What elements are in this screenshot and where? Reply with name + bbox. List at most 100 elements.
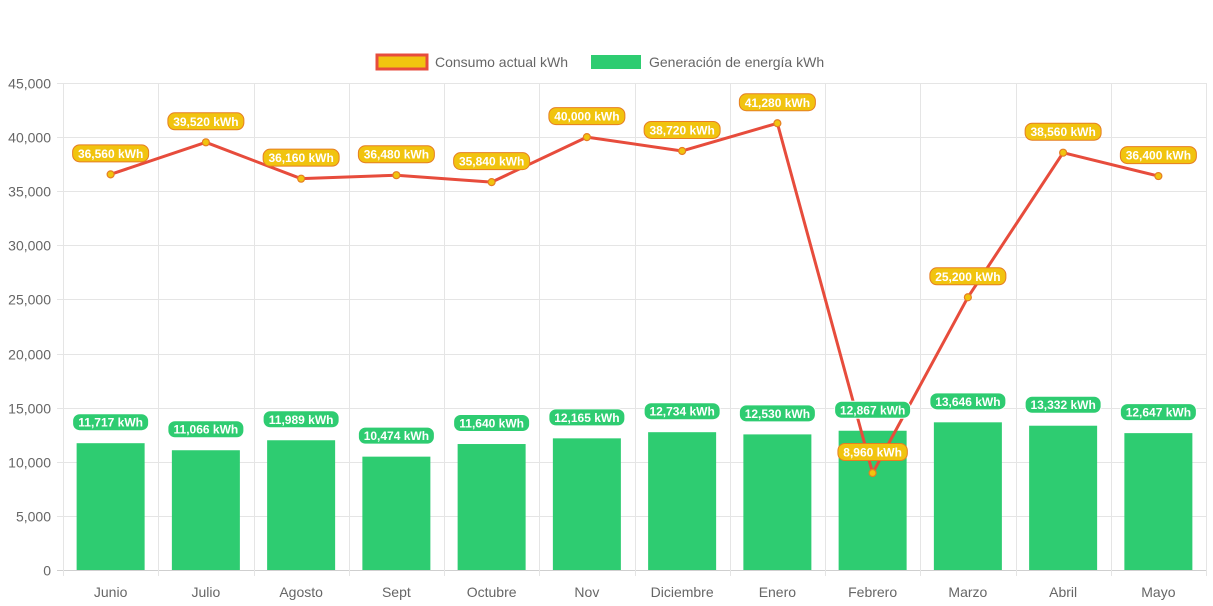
bar-data-label-pill — [357, 426, 435, 445]
bar-data-label-pill — [1024, 395, 1102, 414]
x-tick-label: Nov — [574, 584, 599, 600]
bar-data-label-group: 12,647 kWh — [1119, 403, 1197, 422]
bar-generacion — [171, 450, 240, 570]
bar-data-label: 12,165 kWh — [554, 411, 619, 425]
point-consumo — [106, 170, 115, 179]
line-data-label-pill — [72, 144, 150, 163]
bar-data-label-group: 11,066 kWh — [167, 420, 245, 439]
line-data-label-pill — [1119, 146, 1197, 165]
bar-data-label-pill — [453, 414, 531, 433]
bar-data-label: 12,530 kWh — [745, 407, 810, 421]
point-consumo — [297, 174, 306, 183]
line-data-label-pill — [453, 152, 531, 171]
bar-data-label-pill — [167, 420, 245, 439]
bar-generacion — [933, 422, 1002, 570]
bar-data-label: 11,640 kWh — [459, 417, 524, 431]
line-data-label-pill — [929, 267, 1007, 286]
line-data-label-group: 40,000 kWh — [548, 107, 626, 126]
bar-generacion — [552, 438, 621, 570]
line-data-label-pill — [1024, 122, 1102, 141]
bar-data-label-group: 12,530 kWh — [738, 404, 816, 423]
bar-generacion — [267, 440, 336, 570]
bar-generacion — [743, 434, 812, 570]
line-data-label: 36,560 kWh — [78, 147, 143, 161]
line-data-label-group: 35,840 kWh — [453, 152, 531, 171]
x-tick-label: Julio — [191, 584, 220, 600]
bar-generacion — [1029, 425, 1098, 570]
line-data-label-group: 38,720 kWh — [643, 120, 721, 139]
line-data-label-group: 8,960 kWh — [837, 443, 908, 462]
line-data-label-group: 38,560 kWh — [1024, 122, 1102, 141]
line-data-label-group: 25,200 kWh — [929, 267, 1007, 286]
y-tick-label: 0 — [43, 563, 51, 579]
line-data-label: 39,520 kWh — [173, 115, 238, 129]
x-tick-label: Octubre — [467, 584, 517, 600]
point-consumo — [1059, 148, 1068, 157]
y-tick-label: 40,000 — [8, 130, 51, 146]
line-data-label-pill — [643, 120, 721, 139]
bar-data-label-group: 12,867 kWh — [834, 400, 912, 419]
line-data-label-group: 36,560 kWh — [72, 144, 150, 163]
x-tick-label: Enero — [759, 584, 797, 600]
line-data-label-pill — [167, 112, 245, 131]
line-data-label-pill — [738, 93, 816, 112]
bar-generacion — [457, 444, 526, 570]
bar-data-label-group: 10,474 kWh — [357, 426, 435, 445]
line-data-label: 36,480 kWh — [364, 148, 429, 162]
line-data-label-group: 39,520 kWh — [167, 112, 245, 131]
y-tick-label: 10,000 — [8, 455, 51, 471]
line-data-label-pill — [262, 148, 340, 167]
x-tick-label: Diciembre — [651, 584, 714, 600]
line-data-label-group: 36,480 kWh — [357, 145, 435, 164]
bar-generacion — [76, 443, 145, 570]
line-data-label: 36,160 kWh — [268, 151, 333, 165]
bar-generacion — [648, 432, 717, 570]
x-tick-label: Agosto — [279, 584, 323, 600]
bar-data-label: 11,717 kWh — [78, 416, 143, 430]
y-tick-label: 15,000 — [8, 401, 51, 417]
point-consumo — [963, 293, 972, 302]
x-tick-label: Marzo — [948, 584, 987, 600]
bar-data-label-group: 13,332 kWh — [1024, 395, 1102, 414]
bar-data-label-pill — [738, 404, 816, 423]
bar-data-label-pill — [262, 410, 340, 429]
x-tick-label: Mayo — [1141, 584, 1175, 600]
bar-data-label-group: 11,717 kWh — [72, 413, 150, 432]
line-data-label: 41,280 kWh — [745, 96, 810, 110]
line-data-label: 25,200 kWh — [935, 270, 1000, 284]
bar-data-label-group: 11,640 kWh — [453, 414, 531, 433]
bar-generacion — [1124, 433, 1193, 570]
bar-data-label: 10,474 kWh — [364, 429, 429, 443]
bar-data-label: 13,332 kWh — [1030, 398, 1095, 412]
point-consumo — [678, 146, 687, 156]
bar-data-label-group: 12,734 kWh — [643, 402, 721, 421]
point-consumo — [773, 119, 782, 128]
y-tick-label: 25,000 — [8, 292, 51, 308]
bar-data-label-pill — [834, 400, 912, 419]
bar-data-label: 11,066 kWh — [174, 423, 239, 437]
line-data-label-group: 41,280 kWh — [738, 93, 816, 112]
y-tick-label: 35,000 — [8, 184, 51, 200]
x-tick-label: Sept — [382, 584, 411, 600]
line-data-label-pill — [548, 107, 626, 126]
bar-data-label-pill — [929, 392, 1007, 411]
line-data-label: 38,560 kWh — [1030, 125, 1095, 139]
y-tick-label: 45,000 — [8, 76, 51, 92]
y-tick-label: 5,000 — [16, 509, 51, 525]
bar-data-label: 11,989 kWh — [269, 413, 334, 427]
legend-swatch-generacion — [591, 55, 641, 69]
legend-label-consumo: Consumo actual kWh — [435, 54, 568, 70]
bar-data-label-pill — [1119, 403, 1197, 422]
legend-label-generacion: Generación de energía kWh — [649, 54, 824, 70]
bar-data-label-group: 13,646 kWh — [929, 392, 1007, 411]
bar-data-label: 12,867 kWh — [840, 403, 905, 417]
point-consumo — [392, 171, 401, 180]
bar-data-label: 12,734 kWh — [649, 405, 714, 419]
line-data-label: 35,840 kWh — [459, 155, 524, 169]
bar-generacion — [362, 456, 431, 570]
point-consumo — [201, 138, 210, 147]
line-data-label-pill — [837, 443, 908, 462]
line-data-label: 40,000 kWh — [554, 110, 619, 124]
